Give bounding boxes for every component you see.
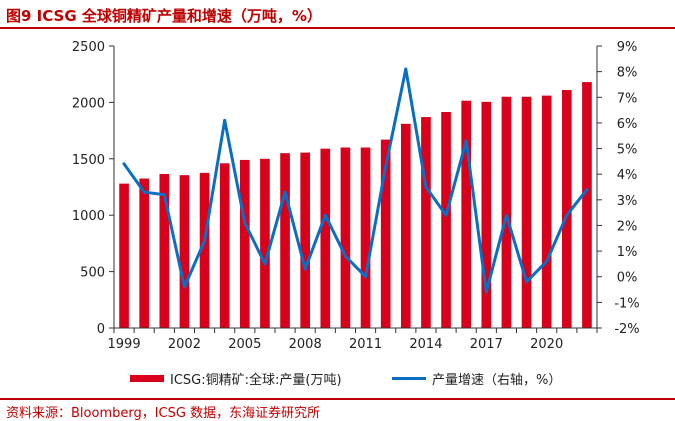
bar-2003 xyxy=(199,172,210,328)
growth-point-2000 xyxy=(142,190,146,194)
left-tick-label: 1000 xyxy=(72,209,105,224)
x-tick-label: 2014 xyxy=(409,337,442,352)
growth-point-2021 xyxy=(565,213,569,217)
growth-point-2010 xyxy=(343,254,347,258)
growth-point-2001 xyxy=(162,193,166,197)
x-tick-label: 1999 xyxy=(108,337,141,352)
x-tick-label: 2008 xyxy=(289,337,322,352)
right-tick-label: 0% xyxy=(617,271,638,286)
growth-point-2006 xyxy=(263,262,267,266)
left-tick-label: 1500 xyxy=(72,153,105,168)
bar-2020 xyxy=(541,95,552,328)
growth-point-2008 xyxy=(303,267,307,271)
bar-2002 xyxy=(179,175,190,328)
growth-point-2022 xyxy=(585,188,589,192)
chart-title: 图9 ICSG 全球铜精矿产量和增速（万吨，%） xyxy=(6,7,322,25)
growth-point-2007 xyxy=(283,190,287,194)
growth-point-2019 xyxy=(525,280,529,284)
x-tick-label: 2002 xyxy=(168,337,201,352)
growth-point-2005 xyxy=(243,221,247,225)
left-tick-label: 2500 xyxy=(72,40,105,55)
legend-swatch-line xyxy=(392,377,426,380)
x-tick-label: 2020 xyxy=(530,337,563,352)
growth-point-2004 xyxy=(223,118,227,122)
bar-1999 xyxy=(119,183,129,328)
growth-point-2017 xyxy=(484,290,488,294)
bar-2001 xyxy=(159,174,170,328)
right-tick-label: 8% xyxy=(617,66,638,81)
x-tick-label: 2017 xyxy=(470,337,503,352)
growth-line-layer xyxy=(122,67,589,294)
legend-swatch-bar xyxy=(130,375,164,382)
growth-point-2018 xyxy=(504,213,508,217)
source-note: 资料来源：Bloomberg，ICSG 数据，东海证券研究所 xyxy=(6,406,321,421)
right-tick-label: 2% xyxy=(617,219,638,234)
right-tick-label: 3% xyxy=(617,194,638,209)
right-tick-label: 7% xyxy=(617,91,638,106)
left-tick-label: 2000 xyxy=(72,96,105,111)
bar-2007 xyxy=(280,153,290,328)
growth-point-2016 xyxy=(464,139,468,143)
legend-label-growth: 产量增速（右轴，%） xyxy=(432,373,562,388)
right-tick-label: 1% xyxy=(617,245,638,260)
production-bars xyxy=(119,82,592,329)
growth-point-2014 xyxy=(424,185,428,189)
bar-2011 xyxy=(360,147,371,328)
right-tick-label: -1% xyxy=(614,296,639,311)
right-tick-label: 6% xyxy=(617,117,638,132)
bar-2021 xyxy=(561,89,572,329)
growth-point-2002 xyxy=(182,285,186,289)
right-tick-label: 9% xyxy=(617,40,638,55)
bar-2016 xyxy=(461,100,472,329)
bar-2006 xyxy=(260,158,270,328)
title-divider xyxy=(0,27,675,29)
bar-2018 xyxy=(501,96,512,328)
growth-point-2011 xyxy=(364,275,368,279)
bar-2009 xyxy=(320,148,331,328)
growth-point-1999 xyxy=(122,162,126,166)
bar-2013 xyxy=(400,123,411,328)
growth-point-2009 xyxy=(323,213,327,217)
legend-item-production: ICSG:铜精矿:全球:产量(万吨) xyxy=(130,369,342,388)
x-tick-label: 2011 xyxy=(349,337,382,352)
growth-point-2013 xyxy=(404,67,408,71)
bar-2012 xyxy=(380,139,391,328)
growth-point-2012 xyxy=(384,164,388,168)
footer-divider xyxy=(0,398,675,400)
bar-2005 xyxy=(239,159,250,328)
x-tick-label: 2005 xyxy=(228,337,261,352)
growth-line xyxy=(122,67,589,294)
left-tick-label: 0 xyxy=(97,322,105,337)
right-tick-label: -2% xyxy=(614,322,639,337)
right-tick-label: 4% xyxy=(617,168,638,183)
bar-2000 xyxy=(139,178,150,328)
chart-axes: 0 500 1000 1500 2000 2500 -2% -1% 0% 1% 2% 3% 4% 5% 6%… xyxy=(72,40,640,352)
chart-legend: ICSG:铜精矿:全球:产量(万吨) 产量增速（右轴，%） xyxy=(0,369,675,389)
right-tick-label: 5% xyxy=(617,143,638,158)
bar-2010 xyxy=(340,147,351,328)
growth-point-2020 xyxy=(545,259,549,263)
left-tick-label: 500 xyxy=(80,266,105,281)
bar-2008 xyxy=(300,152,311,328)
bar-2017 xyxy=(481,101,492,328)
legend-label-production: ICSG:铜精矿:全球:产量(万吨) xyxy=(170,373,342,388)
growth-point-2015 xyxy=(444,213,448,217)
growth-point-2003 xyxy=(203,239,207,243)
bar-2004 xyxy=(219,163,230,328)
bar-2014 xyxy=(421,117,431,328)
bar-2022 xyxy=(582,82,592,328)
bar-2015 xyxy=(441,111,451,329)
legend-item-growth: 产量增速（右轴，%） xyxy=(392,369,561,388)
bar-2019 xyxy=(521,96,532,328)
